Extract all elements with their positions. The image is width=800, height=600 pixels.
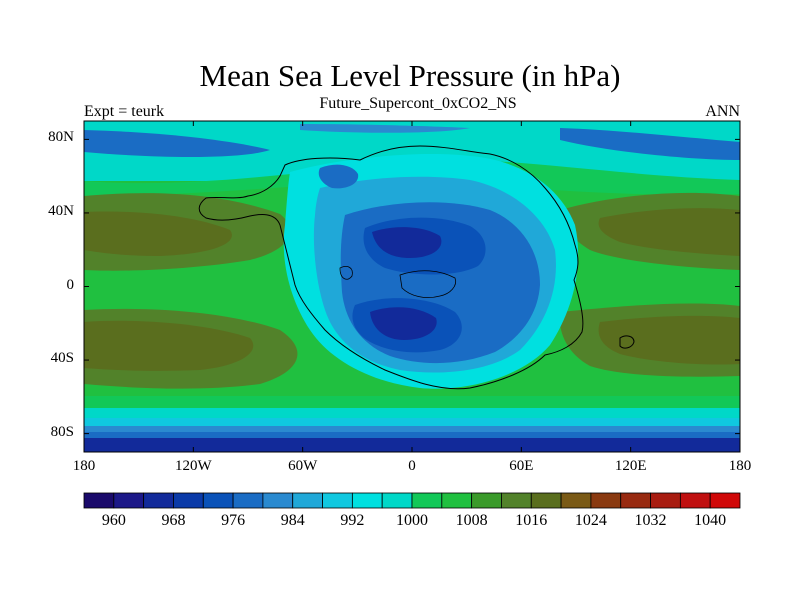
colorbar-label: 960 xyxy=(101,512,126,529)
axis-ticks xyxy=(83,121,741,452)
x-tick-label: 0 xyxy=(408,458,416,474)
colorbar-box xyxy=(381,492,413,509)
colorbar-label: 976 xyxy=(221,512,246,529)
x-tick-label: 180 xyxy=(72,458,96,474)
colorbar-box xyxy=(411,492,443,509)
colorbar-label: 992 xyxy=(340,512,365,529)
field-north-low-east xyxy=(560,128,740,160)
x-tick-label: 120E xyxy=(614,458,647,474)
y-tick-label: 40N xyxy=(48,202,74,219)
lake-coastline xyxy=(339,266,353,280)
colorbar-box xyxy=(560,492,592,509)
colorbar-box xyxy=(262,492,294,509)
field-low-northwest xyxy=(318,164,359,189)
colorbar-box xyxy=(173,492,204,509)
colorbar-label: 1040 xyxy=(694,512,727,529)
field-south-1000 xyxy=(84,408,740,420)
colorbar-box xyxy=(202,492,234,509)
field-high-sw-core xyxy=(84,320,254,371)
colorbar-box xyxy=(650,492,681,509)
colorbar-box xyxy=(471,492,502,509)
colorbar-box xyxy=(351,492,383,509)
colorbar-box xyxy=(530,492,562,509)
island-coastline xyxy=(619,335,635,349)
colorbar-label: 984 xyxy=(280,512,305,529)
colorbar-box xyxy=(292,492,323,509)
field-high-nw-core xyxy=(84,211,232,256)
colorbar-label: 968 xyxy=(161,512,186,529)
field-south-976 xyxy=(84,438,740,452)
x-tick-label: 180 xyxy=(728,458,752,474)
colorbar-box xyxy=(322,492,353,509)
y-tick-label: 80S xyxy=(50,423,74,440)
map-subtitle: Future_Supercont_0xCO2_NS xyxy=(319,95,517,112)
colorbar-box xyxy=(113,492,145,509)
y-tick-label: 40S xyxy=(50,350,74,367)
colorbar-label: 1016 xyxy=(515,512,548,529)
field-low-north-deep xyxy=(372,227,442,258)
season-label: ANN xyxy=(705,103,740,120)
field-high-ne-core xyxy=(598,208,740,256)
field-high-se-core xyxy=(598,315,740,365)
colorbar-box xyxy=(590,492,622,509)
colorbar-box xyxy=(232,492,264,509)
colorbar-box xyxy=(143,492,174,509)
field-low-south-deep xyxy=(370,307,437,340)
x-tick-label: 120W xyxy=(174,458,212,474)
field-north-low-west xyxy=(84,130,270,157)
x-tick-label: 60W xyxy=(288,458,318,474)
field-south-984 xyxy=(84,432,740,440)
inland-coastline xyxy=(399,270,457,298)
colorbar-boxes xyxy=(83,492,741,509)
field-south-988 xyxy=(84,426,740,434)
colorbar-label: 1032 xyxy=(634,512,667,529)
experiment-label: Expt = teurk xyxy=(84,103,165,120)
colorbar-box xyxy=(501,492,532,509)
colorbar-box xyxy=(620,492,651,509)
map-title: Mean Sea Level Pressure (in hPa) xyxy=(199,58,621,93)
y-tick-label: 0 xyxy=(66,276,75,293)
field-north-low-center xyxy=(300,124,470,133)
colorbar-box xyxy=(679,492,711,509)
y-tick-label: 80N xyxy=(48,129,74,146)
supercontinent-coastline xyxy=(198,145,584,390)
colorbar-label: 1008 xyxy=(455,512,488,529)
x-tick-label: 60E xyxy=(509,458,534,474)
colorbar-box xyxy=(441,492,473,509)
pressure-field xyxy=(84,121,740,452)
field-south-992 xyxy=(84,418,740,428)
colorbar-label: 1024 xyxy=(574,512,607,529)
field-south-1004 xyxy=(84,396,740,410)
colorbar-label: 1000 xyxy=(396,512,428,529)
colorbar-box xyxy=(709,492,741,509)
colorbar-box xyxy=(83,492,115,509)
